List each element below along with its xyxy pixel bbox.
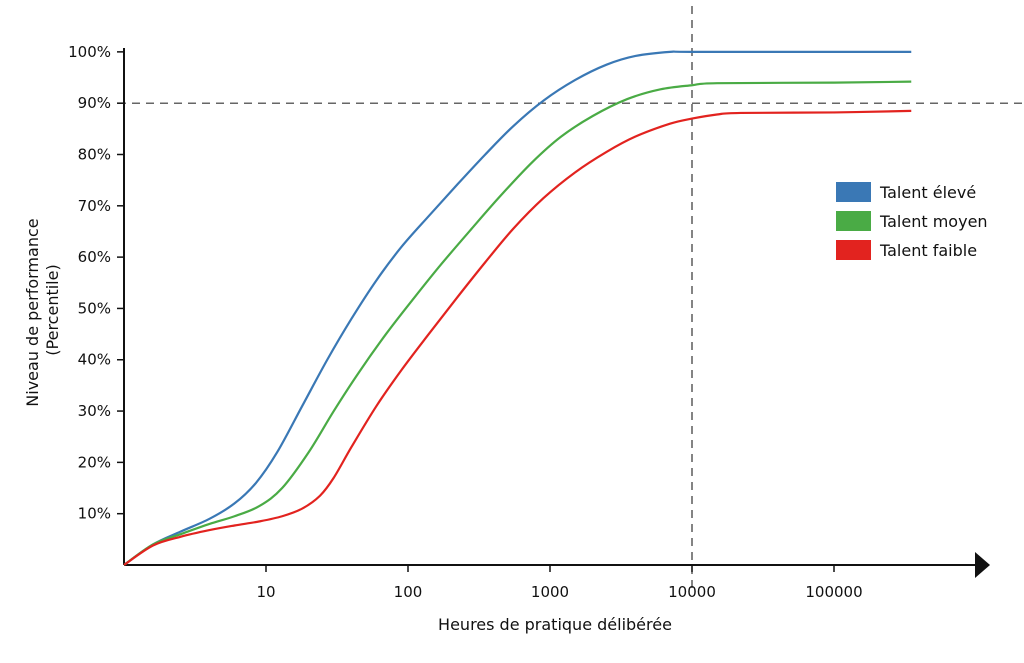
legend-label-2: Talent moyen (879, 212, 988, 231)
legend-swatch-2 (836, 211, 871, 231)
legend-label-3: Talent faible (879, 241, 977, 260)
y-tick-label: 80% (78, 145, 111, 163)
y-axis-title: Niveau de performance (Percentile) (23, 213, 62, 406)
series-lines (123, 50, 912, 566)
y-axis-title-line1: Niveau de performance (23, 218, 42, 406)
y-tick-label: 10% (78, 505, 111, 523)
legend-swatch-3 (836, 240, 871, 260)
x-axis-title: Heures de pratique délibérée (438, 615, 672, 634)
series-line-2 (123, 80, 912, 566)
x-tick-label: 100000 (805, 583, 862, 601)
y-tick-label: 50% (78, 299, 111, 317)
y-tick-label: 30% (78, 402, 111, 420)
legend-swatch-1 (836, 182, 871, 202)
axes: 10% 20% 30% 40% 50% 60% 70% 80% 90% 100% 10 100 1000… (68, 43, 990, 601)
series-line-1 (123, 50, 912, 566)
legend: Talent élevé Talent moyen Talent faible (836, 182, 988, 260)
y-tick-label: 100% (68, 43, 111, 61)
y-tick-label: 90% (78, 94, 111, 112)
y-tick-label: 20% (78, 453, 111, 471)
x-tick-label: 10000 (668, 583, 716, 601)
x-tick-label: 100 (394, 583, 423, 601)
series-line-3 (123, 109, 912, 566)
reference-lines (118, 6, 1024, 588)
y-tick-label: 60% (78, 248, 111, 266)
y-tick-label: 70% (78, 197, 111, 215)
x-tick-label: 1000 (531, 583, 569, 601)
y-axis-title-line2: (Percentile) (43, 264, 62, 355)
x-axis-arrow (975, 552, 990, 578)
y-tick-label: 40% (78, 351, 111, 369)
x-tick-label: 10 (256, 583, 275, 601)
legend-label-1: Talent élevé (879, 183, 976, 202)
